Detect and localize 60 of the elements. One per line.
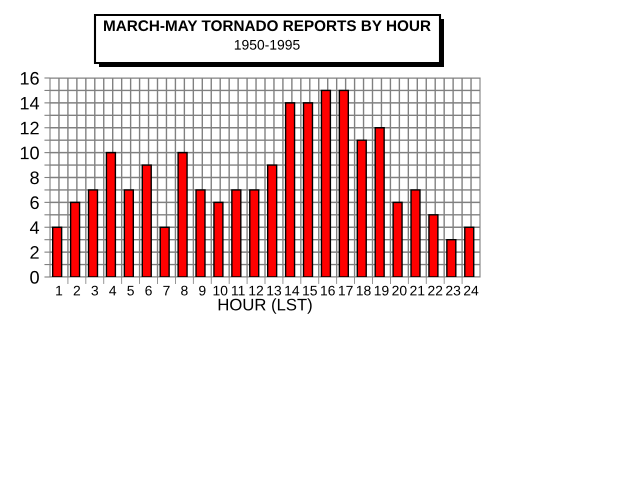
bar [302, 102, 314, 277]
x-tick-label: 3 [91, 286, 98, 296]
bar [249, 189, 260, 277]
y-tick-label: 16 [20, 72, 39, 85]
x-tick-label: 17 [338, 286, 353, 296]
bar [392, 202, 403, 277]
x-tick-label: 8 [181, 286, 188, 296]
x-tick-label: 6 [145, 286, 152, 296]
bar [446, 238, 457, 277]
bar [88, 189, 98, 277]
x-tick-label: 5 [127, 286, 134, 296]
bar [142, 164, 152, 277]
bar [356, 139, 367, 277]
x-tick-label: 11 [232, 286, 245, 296]
x-tick-label: 23 [446, 286, 460, 296]
x-axis-title: HOUR (LST) [218, 298, 312, 314]
x-tick-label: 7 [163, 286, 170, 296]
bar [338, 90, 350, 277]
bar [320, 90, 332, 277]
bar [177, 152, 188, 277]
y-tick-label: 2 [30, 246, 39, 259]
bar [410, 189, 421, 277]
x-tick-label: 4 [109, 286, 116, 296]
bar [428, 214, 439, 277]
bar [106, 152, 116, 277]
x-tick-label: 12 [249, 286, 264, 296]
x-tick-label: 21 [410, 286, 424, 296]
y-tick-label: 4 [30, 221, 40, 234]
x-tick-label: 14 [285, 286, 300, 296]
x-tick-label: 16 [321, 286, 335, 296]
x-tick-label: 13 [267, 286, 282, 296]
x-tick-label: 15 [303, 286, 317, 296]
x-tick-label: 2 [74, 286, 80, 296]
y-tick-label: 8 [30, 171, 39, 184]
y-tick-label: 6 [30, 196, 39, 210]
y-tick-label: 0 [30, 270, 39, 284]
bar [195, 189, 206, 277]
bar [374, 127, 385, 277]
chart-subtitle: 1950-1995 [234, 40, 300, 50]
y-tick-label: 10 [20, 146, 39, 160]
x-tick-label: 20 [392, 286, 407, 296]
chart-title: MARCH-MAY TORNADO REPORTS BY HOUR [104, 20, 431, 32]
x-tick-label: 9 [199, 286, 206, 296]
bar [284, 102, 296, 277]
x-tick-label: 24 [464, 286, 478, 296]
bar [464, 226, 474, 277]
bar [266, 164, 278, 277]
y-tick-label: 12 [20, 122, 39, 134]
bar [213, 202, 224, 277]
bar [70, 202, 80, 277]
x-tick-label: 22 [428, 286, 442, 296]
x-tick-label: 1 [56, 286, 62, 296]
y-tick-label: 14 [20, 96, 40, 110]
bar [124, 189, 134, 277]
bar [52, 226, 62, 277]
x-tick-label: 19 [374, 286, 389, 296]
bar [231, 189, 242, 277]
bar [159, 226, 170, 277]
x-tick-label: 10 [214, 286, 228, 296]
x-tick-label: 18 [356, 286, 371, 296]
